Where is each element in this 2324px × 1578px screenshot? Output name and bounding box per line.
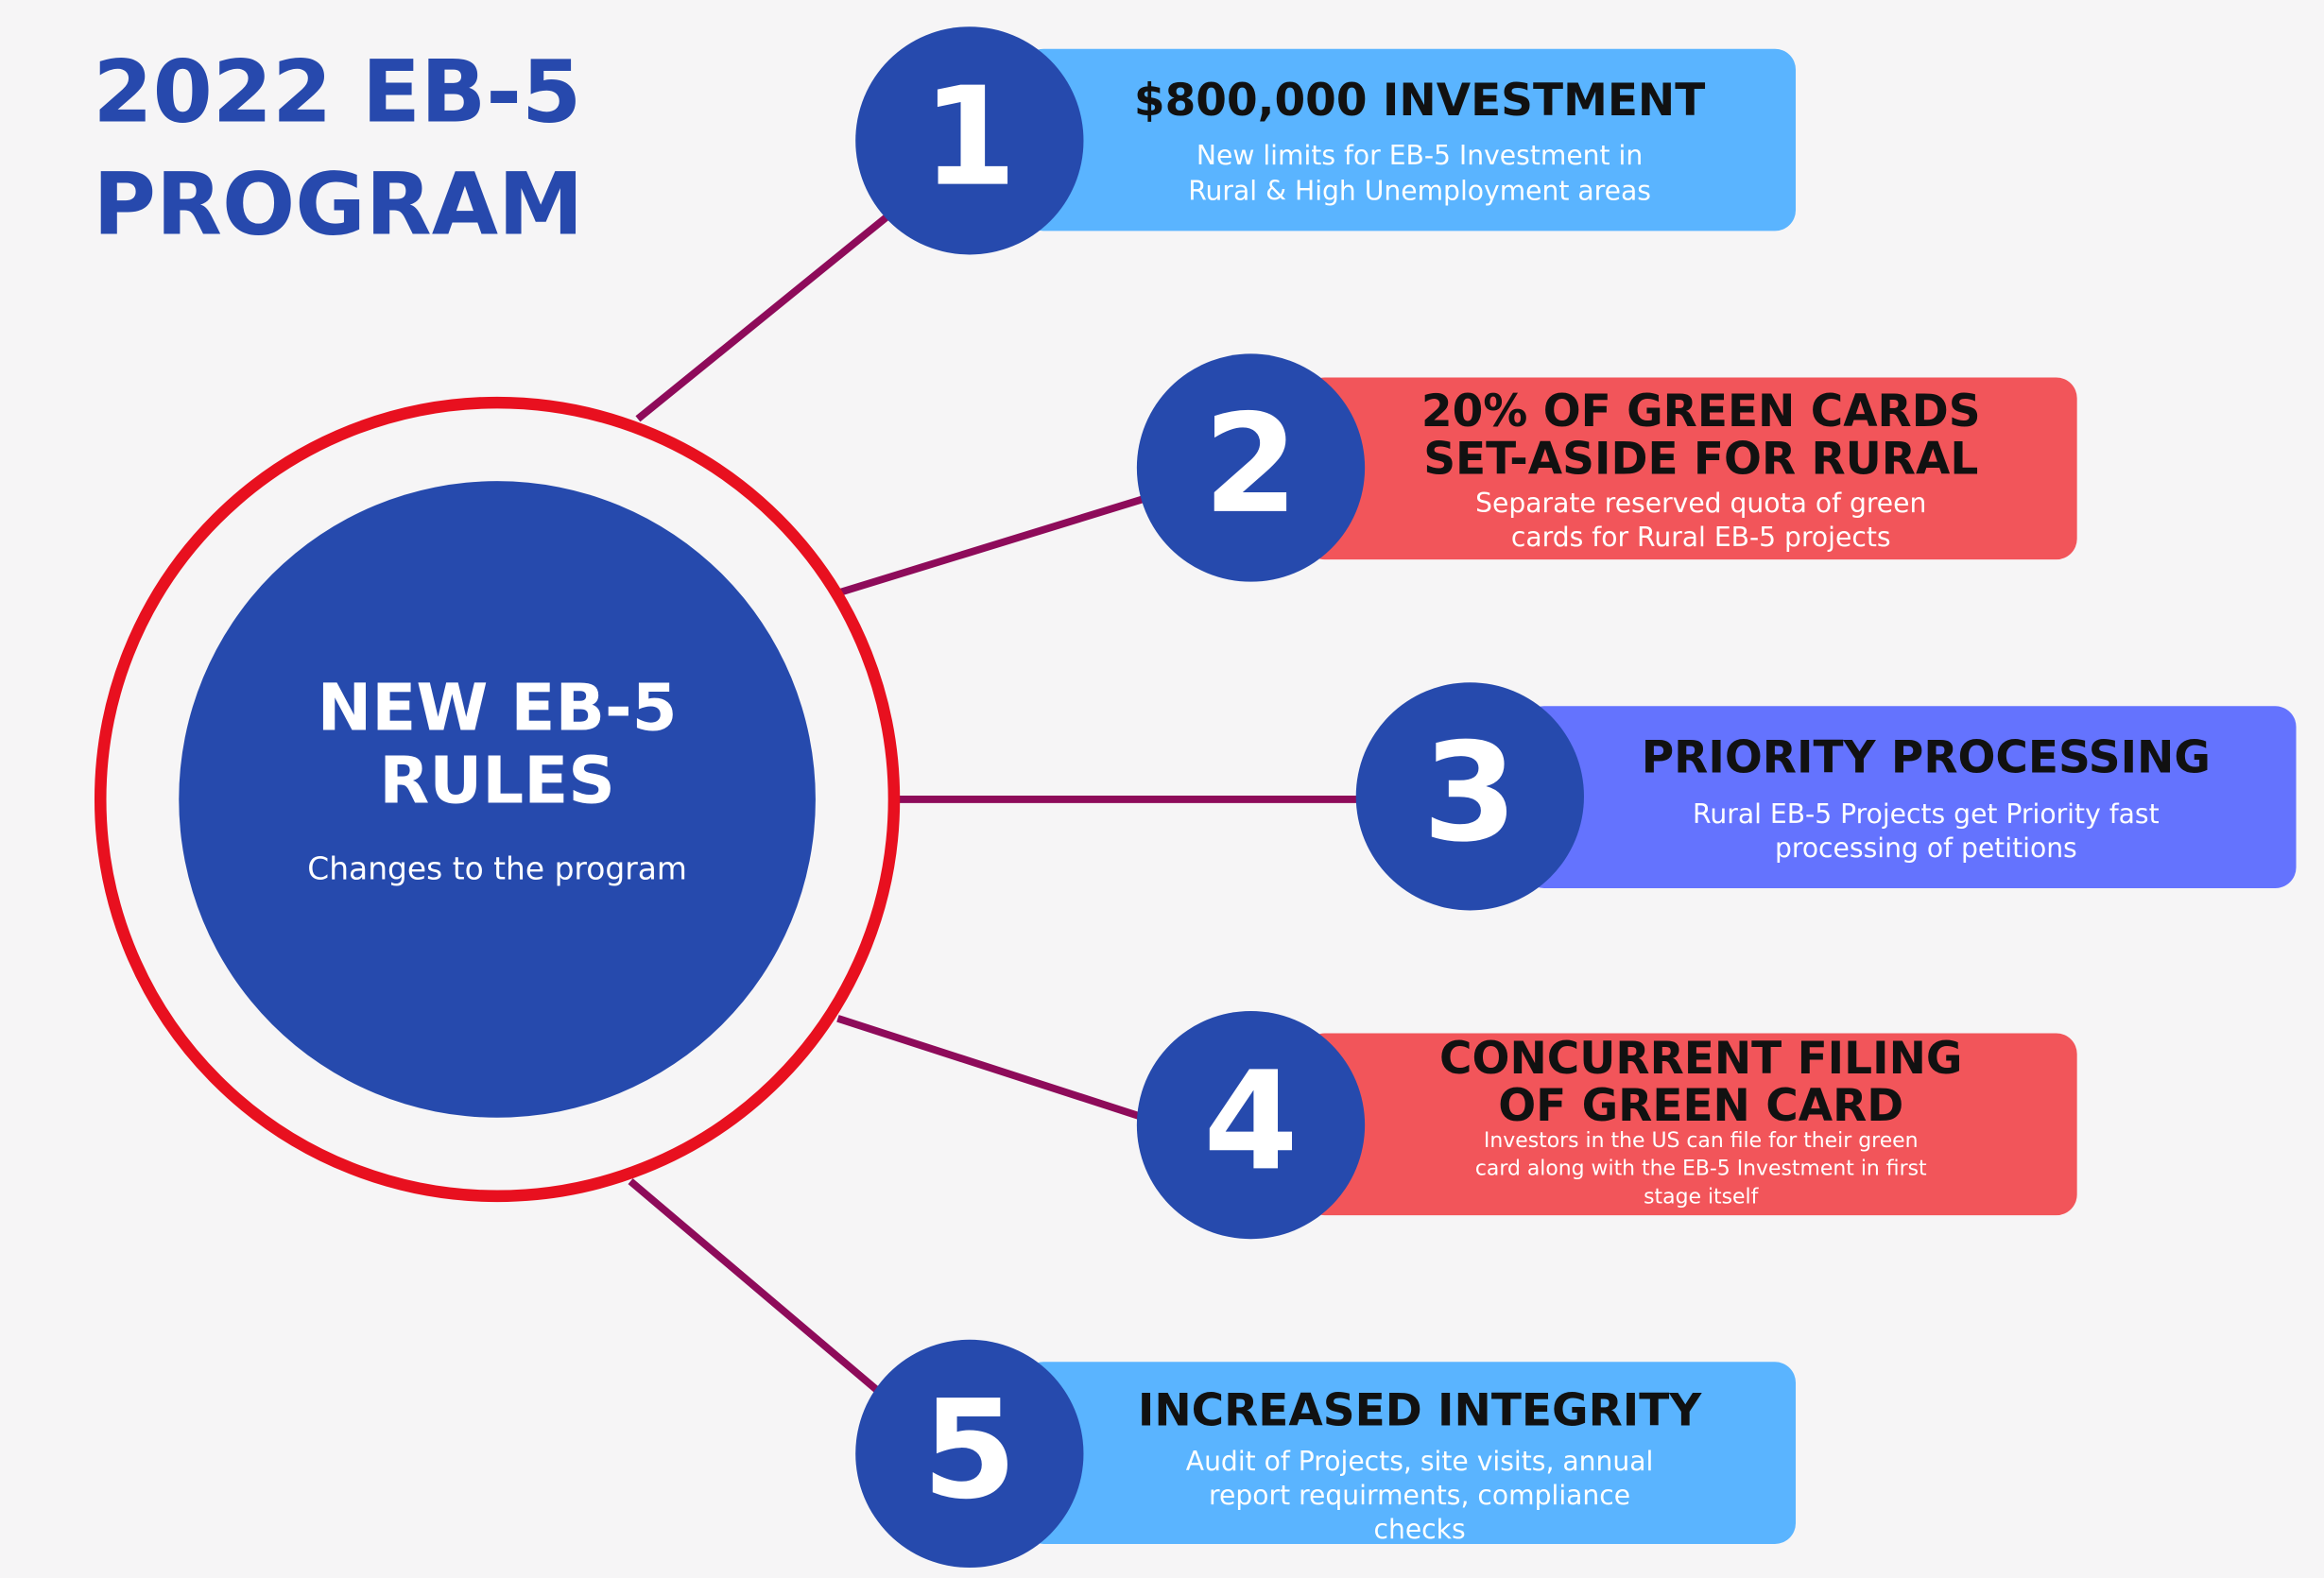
item-description: report requirments, compliance (1209, 1480, 1630, 1511)
main-title: 2022 EB-5 (93, 43, 581, 142)
item-description: processing of petitions (1775, 832, 2077, 864)
item-number: 3 (1422, 713, 1517, 872)
number-circle (855, 26, 1084, 255)
item-description: stage itself (1644, 1185, 1760, 1209)
center-title: RULES (379, 743, 615, 818)
center-title: NEW EB-5 (318, 671, 678, 746)
number-circle (855, 1339, 1084, 1569)
item-number: 5 (922, 1370, 1017, 1529)
connector (836, 1015, 1150, 1123)
item-description: Audit of Projects, site visits, annual (1186, 1446, 1654, 1477)
item-box (1303, 377, 2077, 560)
item-description: card along with the EB-5 Investment in f… (1475, 1158, 1927, 1181)
item-title: INCREASED INTEGRITY (1138, 1385, 1702, 1437)
item-box (1023, 48, 1797, 232)
main-title: PROGRAM (93, 155, 583, 254)
outer-ring (94, 396, 901, 1203)
item-title: $800,000 INVESTMENT (1134, 75, 1705, 127)
item-number: 1 (922, 58, 1017, 216)
item-description: Investors in the US can file for their g… (1484, 1129, 1919, 1153)
item-description: checks (1373, 1514, 1465, 1545)
connector (839, 493, 1150, 596)
item-number: 2 (1203, 385, 1298, 543)
connector (635, 212, 892, 422)
item-description: Rural & High Unemployment areas (1188, 176, 1651, 207)
connector (628, 1178, 885, 1398)
item-description: cards for Rural EB-5 projects (1511, 522, 1891, 553)
item-title: CONCURRENT FILING (1439, 1033, 1962, 1085)
item-title: PRIORITY PROCESSING (1642, 732, 2211, 784)
number-circle (1136, 1010, 1366, 1240)
item-title: SET-ASIDE FOR RURAL (1423, 433, 1978, 485)
connectors (628, 212, 1364, 1398)
center-circle (179, 481, 816, 1118)
item-description: New limits for EB-5 Investment in (1196, 140, 1643, 171)
number-circle (1136, 353, 1366, 582)
item-box (1023, 1362, 1797, 1544)
item-title: 20% OF GREEN CARDS (1421, 386, 1981, 437)
number-circle (1355, 682, 1584, 911)
item-description: Separate reserved quota of green (1475, 488, 1926, 519)
item-box (1303, 1033, 2077, 1216)
item-box (1523, 706, 2297, 888)
center-subtitle: Changes to the program (307, 850, 687, 887)
item-description: Rural EB-5 Projects get Priority fast (1693, 798, 2160, 830)
item-number: 4 (1203, 1041, 1298, 1200)
item-title: OF GREEN CARD (1498, 1080, 1903, 1132)
